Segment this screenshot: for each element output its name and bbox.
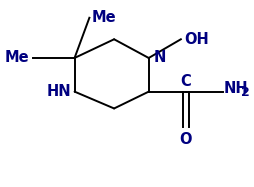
Text: OH: OH: [184, 32, 209, 47]
Text: Me: Me: [91, 10, 116, 25]
Text: HN: HN: [46, 84, 71, 99]
Text: O: O: [179, 132, 191, 147]
Text: C: C: [180, 74, 190, 89]
Text: NH: NH: [223, 81, 248, 96]
Text: 2: 2: [241, 86, 249, 99]
Text: Me: Me: [4, 50, 29, 65]
Text: N: N: [153, 50, 165, 65]
